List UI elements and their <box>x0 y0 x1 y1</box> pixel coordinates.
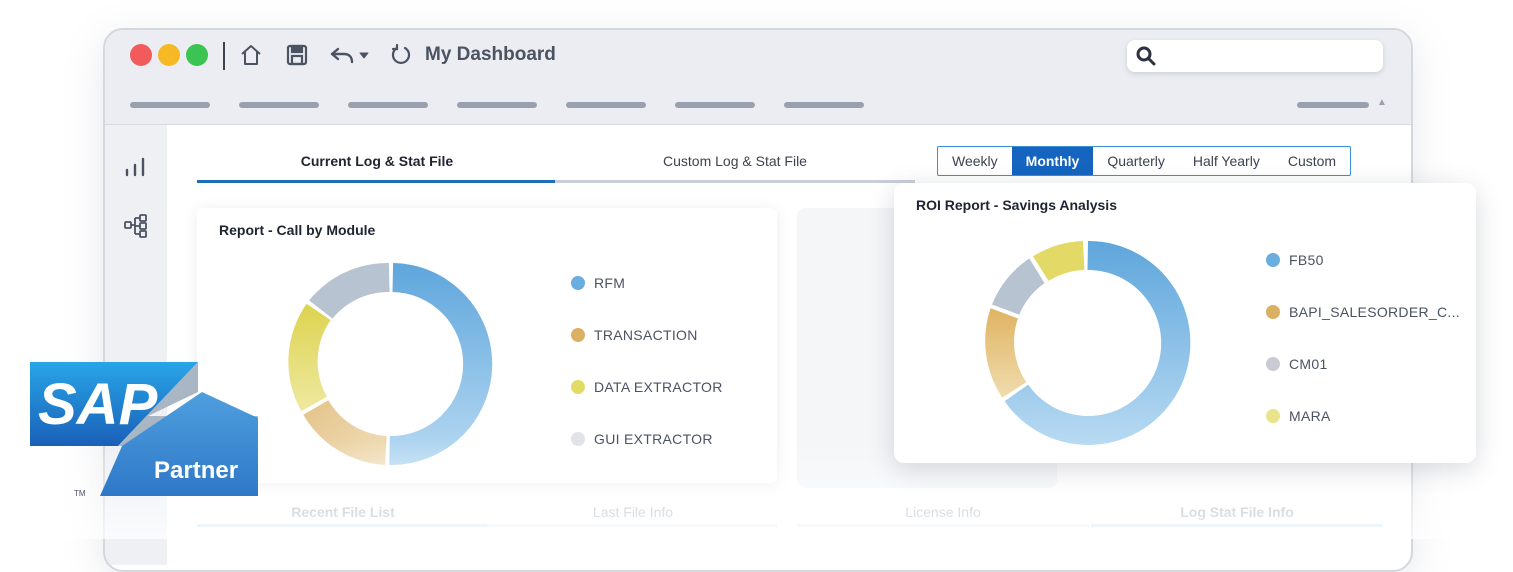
roi-report-title: ROI Report - Savings Analysis <box>916 197 1117 213</box>
menu-item-6[interactable] <box>675 102 755 108</box>
sap-logo-text: SAP <box>38 372 158 437</box>
roi-donut <box>985 240 1191 445</box>
legend-dot <box>1266 409 1280 423</box>
window-title: My Dashboard <box>425 44 556 65</box>
sap-partner-logo: SAP Partner TM <box>30 362 258 498</box>
menu-item-1[interactable] <box>130 102 210 108</box>
bottom-tab-underline <box>797 524 1089 527</box>
search-icon <box>1135 45 1157 72</box>
period-custom[interactable]: Custom <box>1287 153 1337 169</box>
call-by-module-donut <box>288 262 493 466</box>
menu-item-8[interactable] <box>1297 102 1369 108</box>
search-input[interactable] <box>1127 40 1383 72</box>
toolbar-divider <box>223 42 225 70</box>
legend-dot <box>571 432 585 446</box>
home-icon[interactable] <box>237 40 265 70</box>
legend-gui-extractor: GUI EXTRACTOR <box>571 431 713 447</box>
legend-label: BAPI_SALESORDER_C... <box>1289 304 1460 320</box>
period-weekly[interactable]: Weekly <box>952 153 998 169</box>
menu-item-3[interactable] <box>348 102 428 108</box>
collapse-caret-icon[interactable]: ▲ <box>1377 97 1387 108</box>
hierarchy-icon[interactable] <box>123 213 149 244</box>
donut-segment-gui-extractor <box>309 262 390 319</box>
donut-segment-bapi-salesorder <box>985 308 1027 398</box>
legend-cm01: CM01 <box>1266 356 1328 372</box>
donut-segment-cm01 <box>992 258 1045 315</box>
legend-dot <box>1266 253 1280 267</box>
donut-segment-fb50 <box>1004 240 1191 445</box>
period-quarterly[interactable]: Quarterly <box>1107 153 1165 169</box>
legend-dot <box>571 276 585 290</box>
legend-bapi-salesorder: BAPI_SALESORDER_C... <box>1266 304 1460 320</box>
menu-item-5[interactable] <box>566 102 646 108</box>
period-selector: Weekly Monthly Quarterly Half Yearly Cus… <box>937 146 1352 176</box>
legend-label: DATA EXTRACTOR <box>594 379 723 395</box>
period-half-yearly[interactable]: Half Yearly <box>1192 153 1260 169</box>
legend-label: FB50 <box>1289 252 1324 268</box>
call-by-module-card: Report - Call by Module RFM TRANSACTION … <box>197 208 777 483</box>
tab-custom-log[interactable]: Custom Log & Stat File <box>555 150 915 183</box>
legend-data-extractor: DATA EXTRACTOR <box>571 379 723 395</box>
roi-report-card: ROI Report - Savings Analysis FB50 BAPI_… <box>894 183 1476 463</box>
bottom-tab-underline <box>1091 524 1383 527</box>
donut-segment-rfm <box>389 263 493 466</box>
bottom-tab-underline <box>197 524 487 527</box>
log-tabs: Current Log & Stat File Custom Log & Sta… <box>197 150 917 183</box>
menu-item-7[interactable] <box>784 102 864 108</box>
menu-item-2[interactable] <box>239 102 319 108</box>
refresh-icon[interactable] <box>387 40 415 70</box>
legend-label: CM01 <box>1289 356 1328 372</box>
legend-dot <box>571 328 585 342</box>
legend-fb50: FB50 <box>1266 252 1324 268</box>
trademark-text: TM <box>74 489 86 498</box>
partner-logo-text: Partner <box>154 457 238 484</box>
legend-rfm: RFM <box>571 275 625 291</box>
period-monthly[interactable]: Monthly <box>1011 147 1094 175</box>
close-window-button[interactable] <box>130 44 152 66</box>
legend-label: TRANSACTION <box>594 327 698 343</box>
legend-dot <box>571 380 585 394</box>
legend-mara: MARA <box>1266 408 1331 424</box>
bar-chart-icon[interactable] <box>123 155 147 184</box>
legend-label: MARA <box>1289 408 1331 424</box>
bottom-tab-underline <box>487 524 777 527</box>
legend-transaction: TRANSACTION <box>571 327 698 343</box>
donut-segment-mara <box>1033 241 1085 281</box>
undo-icon[interactable] <box>327 40 371 70</box>
legend-dot <box>1266 305 1280 319</box>
tab-current-log[interactable]: Current Log & Stat File <box>197 150 557 183</box>
legend-dot <box>1266 357 1280 371</box>
maximize-window-button[interactable] <box>186 44 208 66</box>
call-by-module-title: Report - Call by Module <box>219 222 376 238</box>
legend-label: GUI EXTRACTOR <box>594 431 713 447</box>
legend-label: RFM <box>594 275 626 291</box>
menu-item-4[interactable] <box>457 102 537 108</box>
minimize-window-button[interactable] <box>158 44 180 66</box>
title-bar: My Dashboard ▲ <box>105 30 1411 125</box>
donut-segment-transaction <box>303 400 387 465</box>
donut-segment-data-extractor <box>288 303 331 412</box>
save-icon[interactable] <box>283 40 311 70</box>
